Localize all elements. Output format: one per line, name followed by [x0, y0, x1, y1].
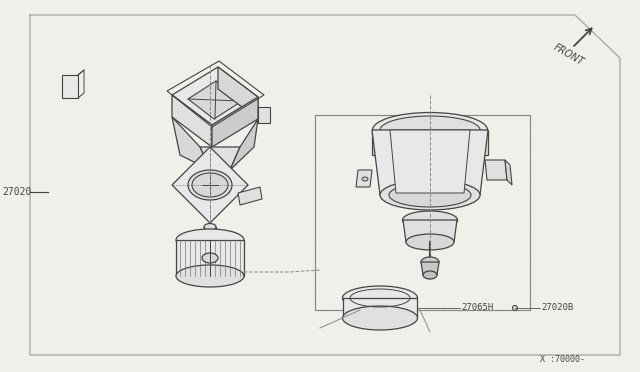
- Polygon shape: [62, 75, 78, 98]
- Ellipse shape: [372, 112, 488, 148]
- Ellipse shape: [204, 224, 216, 231]
- Polygon shape: [172, 95, 212, 147]
- Polygon shape: [372, 130, 488, 155]
- Text: 27065H: 27065H: [461, 304, 493, 312]
- Ellipse shape: [362, 177, 368, 181]
- Ellipse shape: [204, 230, 216, 237]
- Ellipse shape: [421, 257, 439, 267]
- Polygon shape: [200, 147, 240, 170]
- Polygon shape: [238, 187, 262, 205]
- Polygon shape: [212, 97, 258, 147]
- Ellipse shape: [380, 180, 480, 210]
- Ellipse shape: [342, 286, 417, 310]
- Ellipse shape: [202, 253, 218, 263]
- Polygon shape: [421, 262, 439, 275]
- Ellipse shape: [423, 271, 437, 279]
- Ellipse shape: [513, 305, 518, 311]
- Polygon shape: [356, 170, 372, 187]
- Ellipse shape: [342, 306, 417, 330]
- Ellipse shape: [176, 229, 244, 251]
- Polygon shape: [390, 130, 470, 193]
- Polygon shape: [485, 160, 507, 180]
- Ellipse shape: [406, 234, 454, 250]
- Polygon shape: [505, 160, 512, 185]
- Ellipse shape: [389, 183, 471, 207]
- Polygon shape: [258, 107, 270, 123]
- Ellipse shape: [192, 173, 228, 197]
- Polygon shape: [172, 147, 248, 223]
- Polygon shape: [172, 67, 258, 125]
- Text: X :70000-: X :70000-: [540, 356, 585, 365]
- Polygon shape: [176, 240, 244, 276]
- Text: 27020B: 27020B: [541, 304, 573, 312]
- Polygon shape: [403, 220, 457, 242]
- Polygon shape: [230, 119, 258, 170]
- Ellipse shape: [188, 170, 232, 200]
- Ellipse shape: [380, 116, 480, 144]
- Text: 27020: 27020: [2, 187, 31, 197]
- Text: FRONT: FRONT: [552, 42, 586, 68]
- Polygon shape: [188, 81, 242, 119]
- Polygon shape: [343, 298, 417, 318]
- Ellipse shape: [403, 211, 458, 229]
- Ellipse shape: [176, 265, 244, 287]
- Polygon shape: [172, 117, 210, 170]
- Polygon shape: [372, 130, 488, 195]
- Polygon shape: [218, 67, 258, 119]
